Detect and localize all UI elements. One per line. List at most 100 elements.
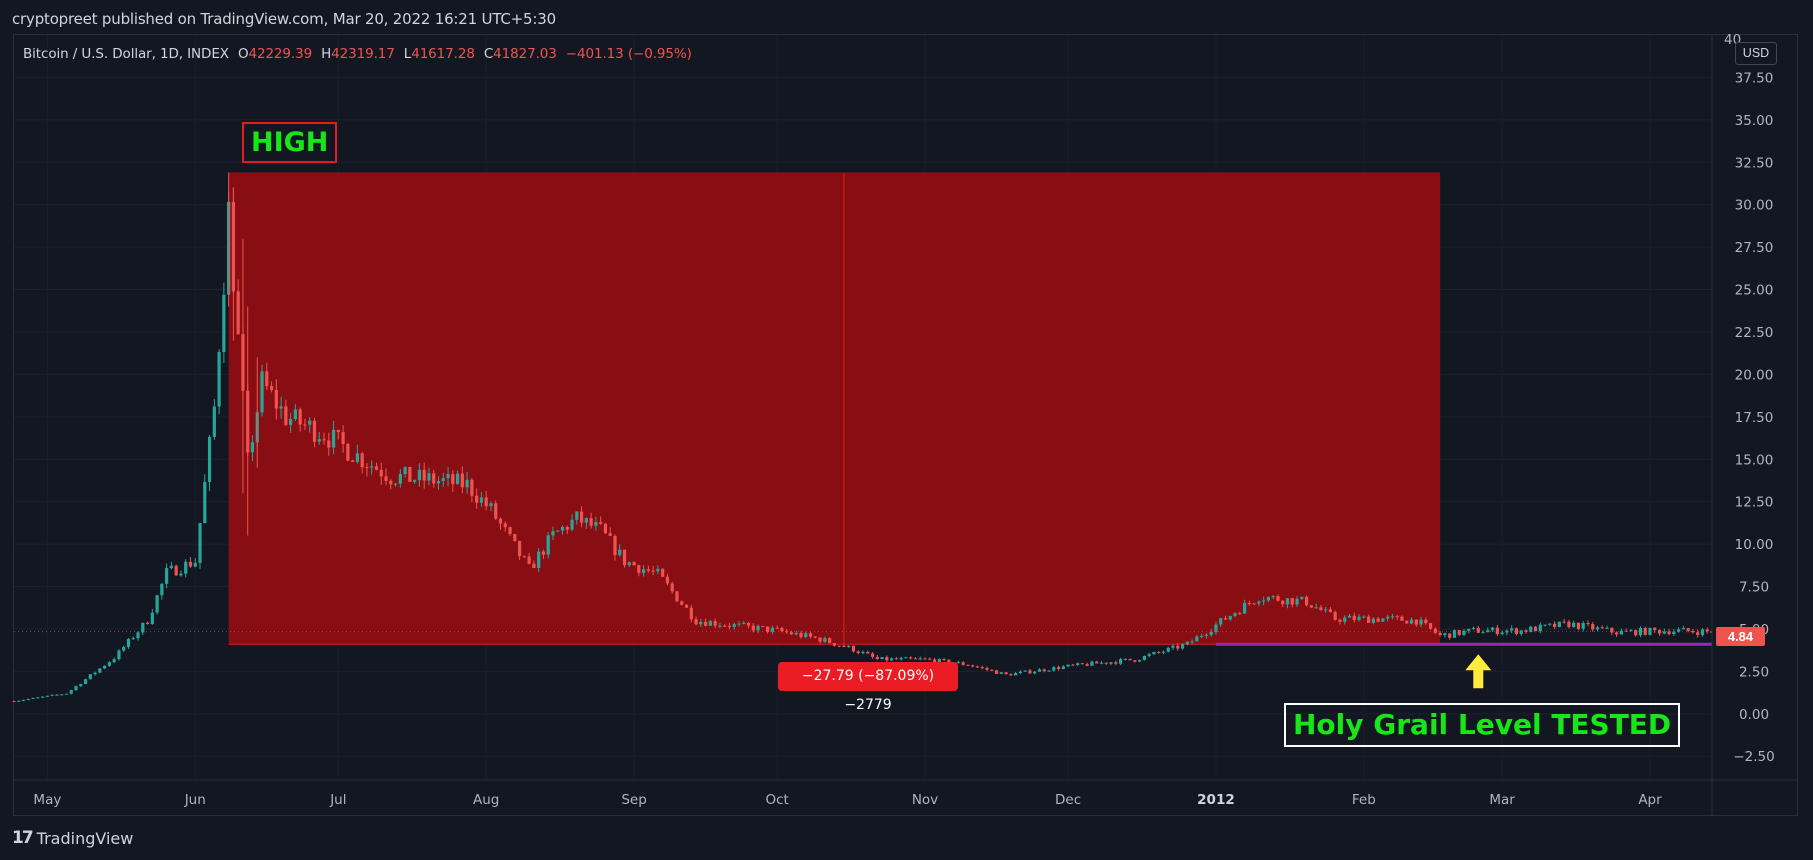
candle-body bbox=[351, 460, 355, 462]
candle-body bbox=[1376, 618, 1380, 622]
footer-brand[interactable]: 17 TradingView bbox=[12, 828, 133, 848]
candle-body bbox=[1643, 627, 1647, 635]
candle-body bbox=[1471, 627, 1476, 629]
symbol-legend: Bitcoin / U.S. Dollar, 1D, INDEX O42229.3… bbox=[23, 46, 692, 62]
candle-body bbox=[1047, 670, 1051, 672]
candle-body bbox=[675, 591, 679, 602]
open-label: O bbox=[237, 46, 249, 62]
candle-body bbox=[1438, 632, 1442, 636]
candle-body bbox=[1390, 616, 1395, 618]
candle-body bbox=[684, 604, 689, 608]
candle-body bbox=[408, 467, 412, 482]
candle-body bbox=[1333, 612, 1337, 620]
chart-pane[interactable] bbox=[13, 34, 1798, 816]
low-value: 41617.28 bbox=[411, 46, 475, 62]
candle-body bbox=[174, 565, 178, 576]
candle-body bbox=[331, 429, 336, 448]
candle-body bbox=[813, 636, 817, 638]
candle-body bbox=[1252, 603, 1256, 605]
candle-body bbox=[1281, 600, 1285, 605]
candle-body bbox=[31, 697, 35, 699]
candle-body bbox=[1228, 615, 1232, 620]
candle-body bbox=[551, 531, 555, 536]
candle-body bbox=[1099, 662, 1104, 664]
candle-body bbox=[780, 627, 784, 632]
candle-body bbox=[393, 483, 398, 485]
drawdown-zone bbox=[228, 172, 1441, 645]
candle-body bbox=[1319, 607, 1323, 611]
candle-body bbox=[923, 658, 927, 660]
candle-body bbox=[541, 551, 546, 555]
candle-body bbox=[594, 522, 598, 526]
candle-body bbox=[918, 658, 922, 660]
candle-body bbox=[155, 595, 159, 613]
candle-body bbox=[808, 633, 813, 637]
candle-body bbox=[909, 657, 913, 659]
candle-body bbox=[1352, 615, 1356, 621]
candle-body bbox=[370, 466, 374, 468]
candle-body bbox=[537, 551, 541, 568]
price-tick-label: 17.50 bbox=[1735, 410, 1774, 426]
price-tick-label: 15.00 bbox=[1735, 452, 1774, 468]
last-price-tag: 4.84 bbox=[1716, 627, 1765, 646]
candle-body bbox=[560, 526, 565, 531]
candle-body bbox=[1161, 651, 1166, 653]
price-tick-label: −2.50 bbox=[1733, 749, 1774, 765]
time-axis: May Jun Jul Aug Sep Oct Nov Dec 2012 Feb Mar Apr bbox=[14, 779, 1797, 808]
candle-body bbox=[117, 650, 121, 660]
candle-body bbox=[1238, 613, 1242, 615]
candle-body bbox=[1262, 600, 1266, 602]
candle-body bbox=[1691, 630, 1695, 633]
candle-body bbox=[904, 657, 908, 659]
candle-body bbox=[150, 612, 154, 625]
close-label: C bbox=[483, 46, 494, 62]
candle-body bbox=[579, 511, 584, 523]
candle-body bbox=[1452, 630, 1457, 638]
candle-body bbox=[346, 443, 350, 461]
candle-body bbox=[1428, 623, 1433, 629]
candle-body bbox=[732, 624, 736, 627]
candle-body bbox=[646, 569, 650, 571]
candle-body bbox=[317, 439, 321, 442]
publisher-text: cryptopreet published on TradingView.com… bbox=[12, 10, 556, 28]
candle-body bbox=[1381, 618, 1385, 622]
candle-body bbox=[1366, 616, 1371, 623]
candle-body bbox=[1242, 602, 1247, 614]
price-tick-label: 30.00 bbox=[1735, 198, 1774, 214]
candle-body bbox=[193, 562, 197, 567]
candle-body bbox=[1562, 621, 1566, 623]
candle-body bbox=[708, 621, 712, 626]
candle-body bbox=[1572, 622, 1576, 628]
drawdown-zone-layer bbox=[228, 172, 1441, 645]
candle-body bbox=[661, 568, 665, 577]
candle-body bbox=[432, 473, 436, 484]
candle-body bbox=[389, 480, 393, 485]
candle-body bbox=[26, 698, 30, 700]
candle-body bbox=[627, 562, 631, 566]
candle-body bbox=[975, 666, 980, 668]
currency-button[interactable]: USD bbox=[1735, 42, 1777, 65]
candle-body bbox=[303, 424, 307, 426]
candle-body bbox=[818, 637, 822, 642]
candle-body bbox=[1033, 671, 1037, 674]
candle-body bbox=[1481, 632, 1485, 634]
candle-body bbox=[293, 409, 298, 420]
candle-body bbox=[1533, 626, 1538, 632]
candle-body bbox=[880, 657, 884, 660]
candle-body bbox=[1138, 660, 1142, 662]
candle-body bbox=[1519, 630, 1523, 635]
candle-body bbox=[704, 621, 708, 626]
candle-body bbox=[1490, 627, 1495, 631]
candle-body bbox=[837, 645, 841, 647]
candle-body bbox=[475, 495, 479, 503]
candle-body bbox=[1457, 630, 1461, 635]
candle-body bbox=[1400, 616, 1404, 621]
candle-body bbox=[1448, 633, 1452, 638]
candle-body bbox=[1529, 626, 1533, 632]
candle-body bbox=[1557, 621, 1561, 627]
candle-body bbox=[269, 386, 274, 391]
candle-body bbox=[1004, 672, 1008, 675]
symbol-name: Bitcoin / U.S. Dollar, 1D, INDEX bbox=[23, 46, 229, 62]
candle-body bbox=[503, 523, 507, 528]
